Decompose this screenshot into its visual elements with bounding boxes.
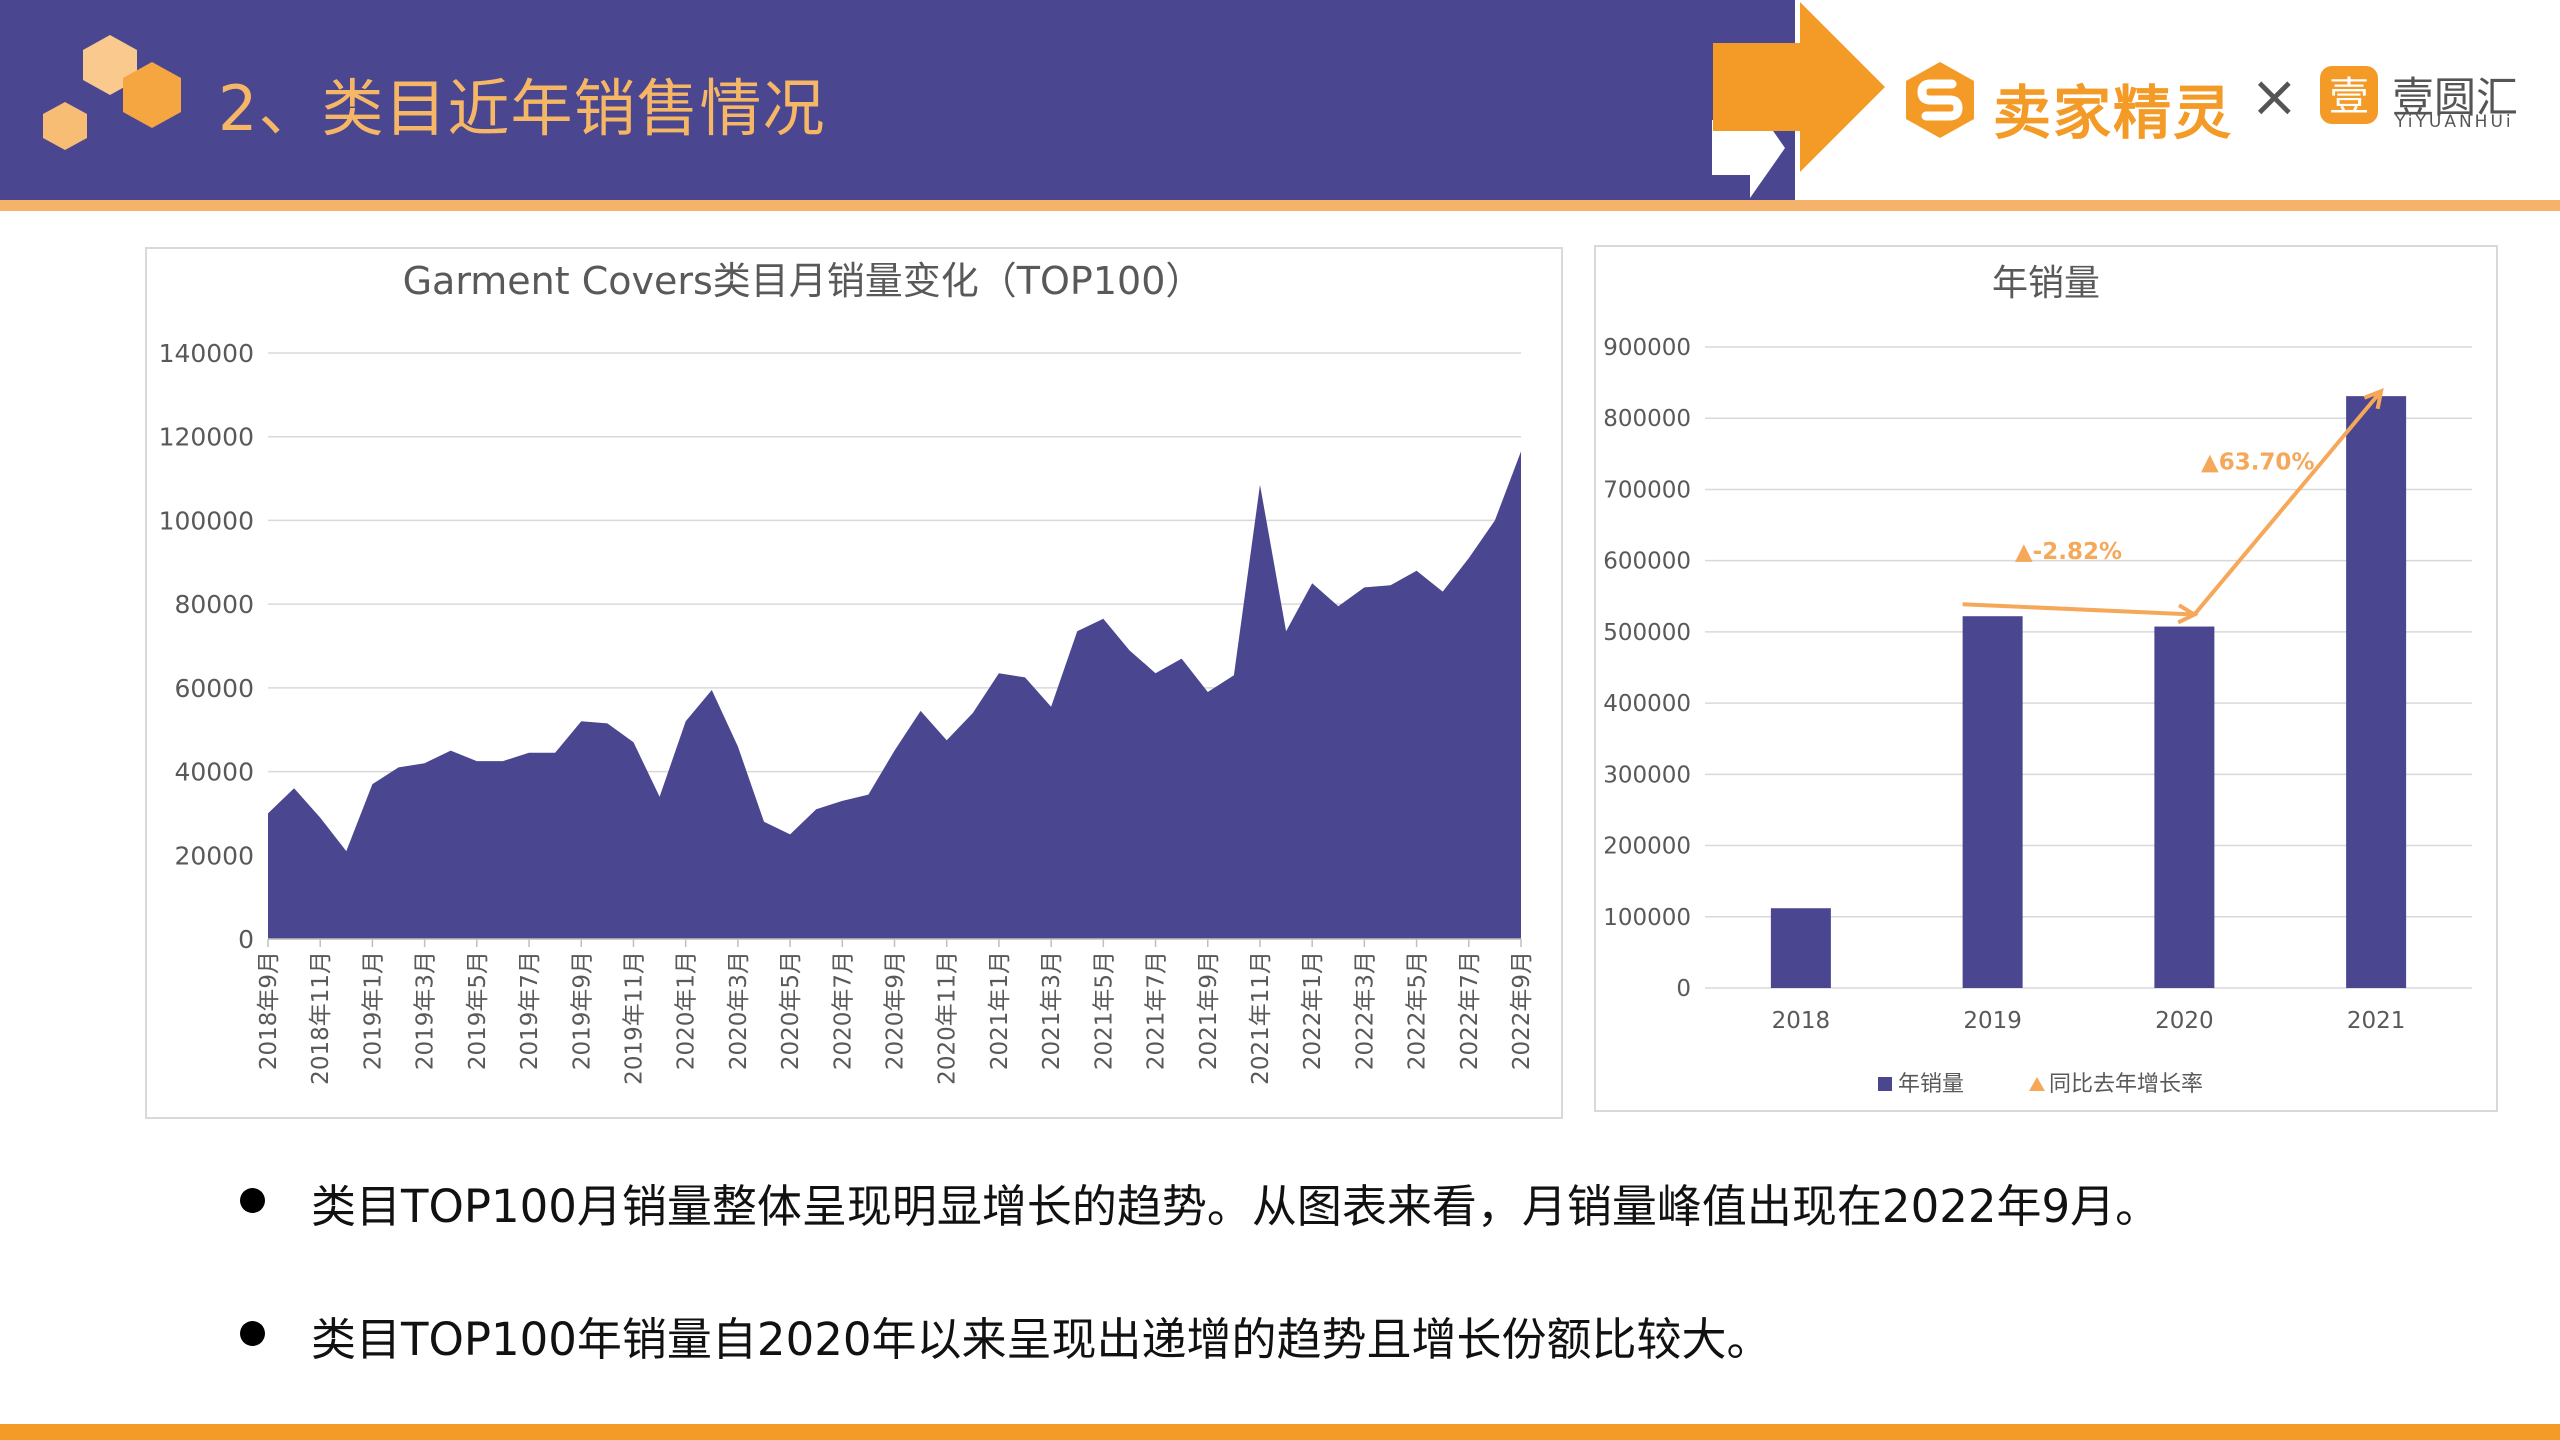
- slide-title: 2、类目近年销售情况: [218, 72, 826, 145]
- legend-bar-label: 年销量: [1898, 1072, 1964, 1097]
- x-tick-label: 2020年1月: [674, 951, 700, 1070]
- x-tick-label: 2019年9月: [569, 951, 595, 1070]
- y-tick-label: 60000: [174, 674, 254, 703]
- y-tick-label: 800000: [1603, 406, 1691, 432]
- y-tick-label: 100000: [159, 506, 254, 535]
- x-tick-label: 2018年11月: [308, 951, 334, 1085]
- y-tick-label: 80000: [174, 590, 254, 619]
- chart-title: 年销量: [1992, 263, 2100, 304]
- bullet-dot-icon: [240, 1321, 265, 1346]
- y-tick-label: 700000: [1603, 477, 1691, 503]
- x-tick-label: 2019年5月: [465, 951, 491, 1070]
- x-tick-label: 2020年3月: [726, 951, 752, 1070]
- y-tick-label: 40000: [174, 758, 254, 787]
- growth-arrowhead-icon: [2177, 603, 2199, 625]
- growth-arrowhead-icon: [2363, 387, 2384, 410]
- x-tick-label: 2018年9月: [256, 951, 282, 1070]
- x-tick-label: 2022年9月: [1509, 951, 1535, 1070]
- x-tick-label: 2019: [1963, 1008, 2022, 1034]
- partner-name: 壹圆汇: [2392, 73, 2519, 122]
- x-tick-label: 2020年11月: [935, 951, 961, 1085]
- x-tick-label: 2021年7月: [1144, 951, 1170, 1070]
- brand-name: 卖家精灵: [1993, 79, 2234, 147]
- x-tick-label: 2019年1月: [360, 951, 386, 1070]
- header-divider: [0, 200, 2560, 211]
- y-tick-label: 140000: [159, 339, 254, 368]
- growth-label-2020: ▲-2.82%: [2015, 539, 2122, 565]
- footer-divider: [0, 1424, 2560, 1440]
- growth-arrow-line: [1962, 602, 2195, 617]
- x-tick-label: 2022年7月: [1457, 951, 1483, 1070]
- x-tick-label: 2022年1月: [1300, 951, 1326, 1070]
- y-tick-label: 900000: [1603, 335, 1691, 361]
- growth-arrow-line: [2192, 389, 2383, 616]
- orange-arrow-icon: [1713, 2, 1885, 172]
- monthly-sales-chart-panel: Garment Covers类目月销量变化（TOP100） 140000 1200…: [145, 247, 1563, 1119]
- x-tick-label: 2019年11月: [621, 951, 647, 1085]
- legend-bar-swatch: [1878, 1077, 1892, 1091]
- partner-name-en: YiYUANHUi: [2395, 112, 2514, 132]
- bullet-text: 类目TOP100年销量自2020年以来呈现出递增的趋势且增长份额比较大。: [311, 1313, 1772, 1366]
- bar-2019: [1962, 616, 2023, 988]
- y-tick-label: 400000: [1603, 691, 1691, 717]
- bullet-item: 类目TOP100年销量自2020年以来呈现出递增的趋势且增长份额比较大。: [240, 1303, 2340, 1366]
- x-tick-label: 2021年9月: [1196, 951, 1222, 1070]
- yiyuanhui-logo-icon: 壹: [2320, 66, 2378, 124]
- bullet-item: 类目TOP100月销量整体呈现明显增长的趋势。从图表来看，月销量峰值出现在202…: [240, 1170, 2340, 1233]
- yearly-sales-chart-panel: 年销量 900000 800000 700000 600000 500000 400000…: [1594, 245, 2498, 1112]
- yearly-sales-bar-chart: 年销量 900000 800000 700000 600000 500000 400000…: [1603, 263, 2472, 1097]
- y-tick-label: 0: [1676, 976, 1691, 1002]
- bullet-dot-icon: [240, 1188, 265, 1213]
- x-tick-label: 2021年1月: [987, 951, 1013, 1070]
- x-tick-label: 2021年3月: [1039, 951, 1065, 1070]
- x-tick-label: 2022年3月: [1352, 951, 1378, 1070]
- bullet-text: 类目TOP100月销量整体呈现明显增长的趋势。从图表来看，月销量峰值出现在202…: [311, 1180, 2161, 1233]
- bar-2020: [2154, 626, 2215, 988]
- x-tick-label: 2021: [2347, 1008, 2406, 1034]
- y-tick-label: 200000: [1603, 834, 1691, 860]
- bar-2018: [1770, 908, 1831, 988]
- x-tick-label: 2020年5月: [778, 951, 804, 1070]
- x-tick-label: 2022年5月: [1405, 951, 1431, 1070]
- hexagon-small-icon: [43, 102, 87, 150]
- bar-2021: [2346, 396, 2407, 988]
- header-arrows-icon: [1712, 2, 1885, 198]
- header-band: [0, 0, 1795, 200]
- x-tick-label: 2021年11月: [1248, 951, 1274, 1085]
- x-tick-label: 2020年9月: [883, 951, 909, 1070]
- y-tick-label: 300000: [1603, 762, 1691, 788]
- brand-separator: ×: [2250, 62, 2299, 130]
- growth-label-2021: ▲63.70%: [2201, 449, 2314, 475]
- y-tick-label: 20000: [174, 841, 254, 870]
- x-tick-label: 2021年5月: [1091, 951, 1117, 1070]
- seller-sprite-logo-icon: [1906, 62, 1974, 138]
- y-tick-label: 120000: [159, 423, 254, 452]
- y-tick-label: 0: [238, 925, 254, 954]
- y-tick-label: 600000: [1603, 549, 1691, 575]
- monthly-sales-area-series: [268, 451, 1521, 939]
- x-tick-label: 2020: [2155, 1008, 2214, 1034]
- x-tick-label: 2020年7月: [830, 951, 856, 1070]
- y-tick-label: 500000: [1603, 620, 1691, 646]
- chart-title: Garment Covers类目月销量变化（TOP100）: [403, 259, 1204, 303]
- legend-growth-swatch-icon: [2029, 1077, 2045, 1091]
- x-tick-label: 2018: [1772, 1008, 1831, 1034]
- legend-growth-label: 同比去年增长率: [2049, 1072, 2203, 1097]
- x-tick-label: 2019年3月: [413, 951, 439, 1070]
- hexagon-right-icon: [123, 62, 181, 128]
- x-tick-label: 2019年7月: [517, 951, 543, 1070]
- monthly-sales-area-chart: Garment Covers类目月销量变化（TOP100） 140000 1200…: [159, 259, 1535, 1085]
- y-tick-label: 100000: [1603, 905, 1691, 931]
- hexagon-logo-icon: [43, 35, 181, 150]
- svg-text:壹: 壹: [2329, 74, 2369, 120]
